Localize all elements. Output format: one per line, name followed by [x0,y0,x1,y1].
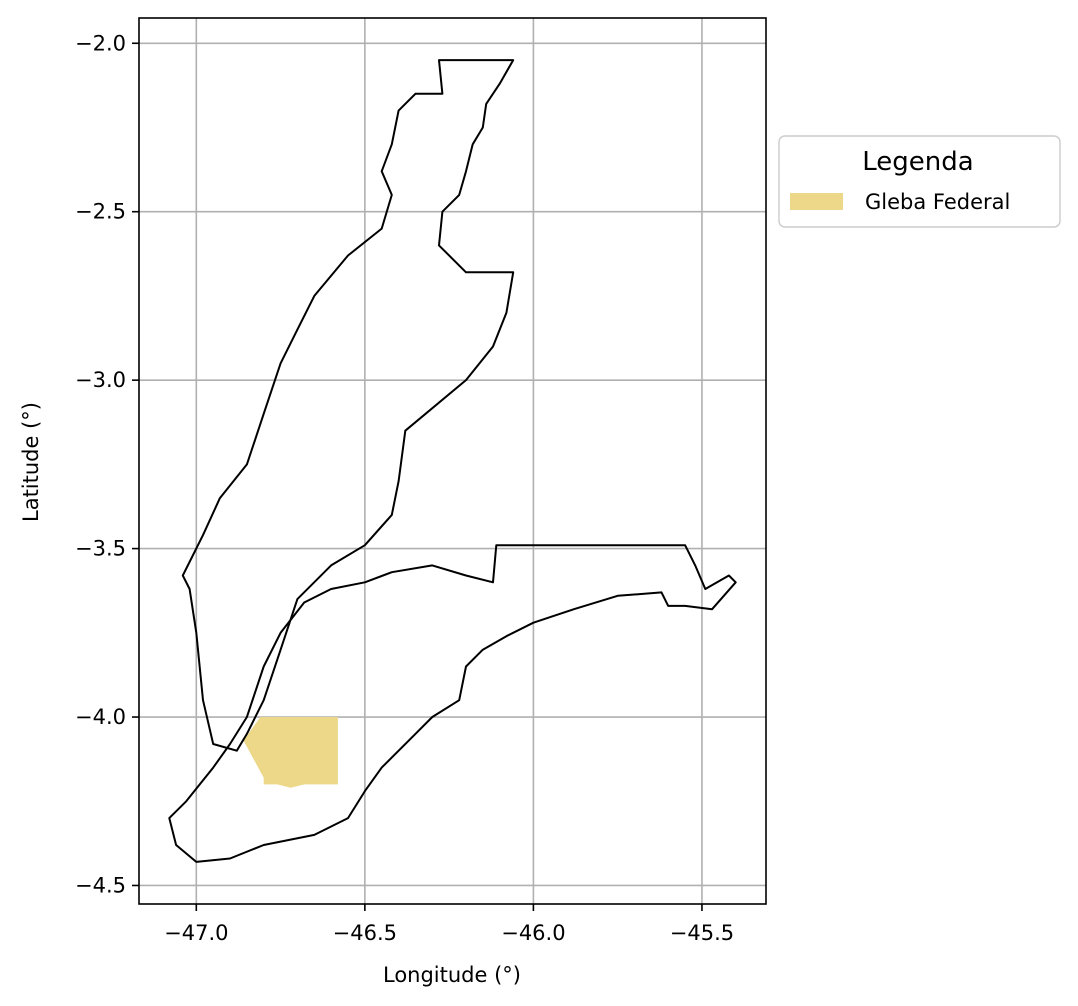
region-outline-2 [168,544,737,863]
y-tick-label: −3.5 [75,537,126,561]
legend: Legenda Gleba Federal [778,135,1061,228]
legend-label-gleba-federal: Gleba Federal [865,190,1010,214]
x-tick-label: −47.0 [164,921,228,945]
y-tick-label: −2.0 [75,31,126,55]
y-axis-title: Latitude (°) [19,402,43,522]
plot-frame [138,17,767,905]
legend-swatch-gleba-federal [790,193,843,210]
legend-title: Legenda [862,147,973,177]
region-outline-1 [181,59,515,752]
gleba-federal-polygon [243,717,338,788]
y-tick-label: −3.0 [75,368,126,392]
x-tick-label: −46.5 [333,921,397,945]
axis-ticks: −47.0 −46.5 −46.0 −45.5 −2.0 −2.5 −3.0 −3.5 −4.0… [75,31,734,945]
y-tick-label: −4.5 [75,873,126,897]
grid [139,18,766,904]
legend-frame [778,135,1061,228]
x-axis-title: Longitude (°) [383,963,521,987]
x-tick-label: −46.0 [501,921,565,945]
x-tick-label: −45.5 [670,921,734,945]
y-tick-label: −4.0 [75,705,126,729]
y-tick-label: −2.5 [75,200,126,224]
map-features [168,59,737,863]
